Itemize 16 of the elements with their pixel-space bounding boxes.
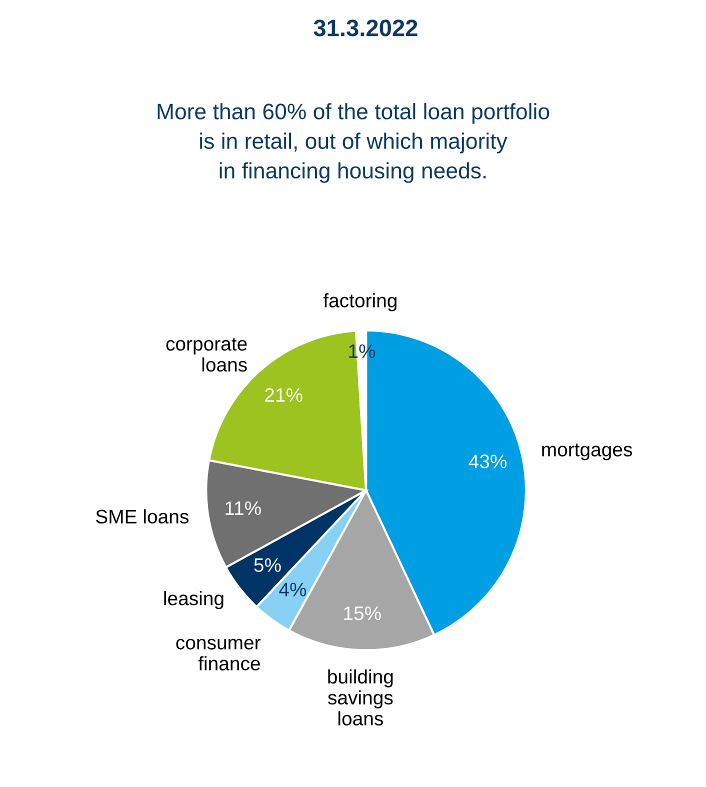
- slice-label: SME loans: [96, 509, 188, 524]
- chart-title: 31.3.2022: [314, 20, 418, 36]
- slice-label: factoring: [323, 293, 396, 312]
- data-label: 5%: [254, 558, 281, 572]
- data-label: 11%: [226, 501, 261, 515]
- data-label: 4%: [279, 582, 306, 596]
- chart-subtitle: More than 60% of the total loan portfolio is in retail, out of which majority in financing housing needs.: [158, 103, 550, 183]
- data-label: 43%: [468, 454, 507, 468]
- slice-label: mortgages: [542, 444, 632, 460]
- slice-label: leasing: [164, 591, 224, 610]
- data-label: 21%: [265, 388, 302, 402]
- slice-label: building savings loans: [328, 669, 393, 726]
- data-label: 15%: [344, 606, 381, 620]
- slice-label: consumer finance: [176, 638, 260, 670]
- slice-label: corporate loans: [166, 338, 247, 372]
- data-label: 1%: [349, 344, 376, 358]
